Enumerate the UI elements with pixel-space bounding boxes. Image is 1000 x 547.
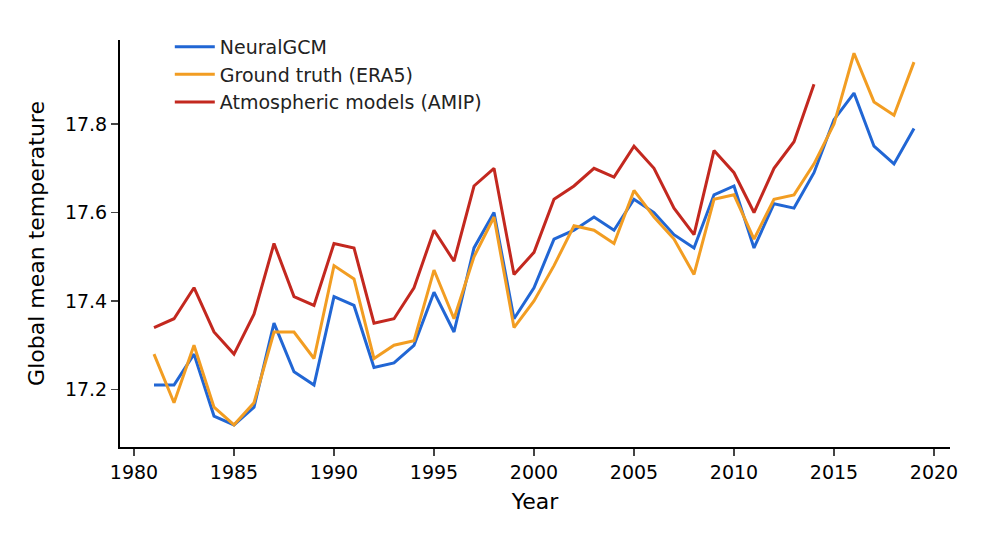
svg-text:2010: 2010 — [710, 461, 758, 483]
svg-text:NeuralGCM: NeuralGCM — [220, 36, 327, 58]
svg-text:2005: 2005 — [610, 461, 658, 483]
svg-text:17.4: 17.4 — [65, 290, 107, 312]
svg-text:2020: 2020 — [910, 461, 958, 483]
svg-text:1995: 1995 — [410, 461, 458, 483]
svg-text:17.8: 17.8 — [65, 113, 107, 135]
svg-text:1980: 1980 — [110, 461, 158, 483]
svg-text:17.2: 17.2 — [65, 378, 107, 400]
svg-text:Atmospheric models (AMIP): Atmospheric models (AMIP) — [220, 91, 482, 113]
svg-text:1985: 1985 — [210, 461, 258, 483]
svg-text:Ground truth (ERA5): Ground truth (ERA5) — [220, 64, 413, 86]
svg-text:2000: 2000 — [510, 461, 558, 483]
svg-text:2015: 2015 — [810, 461, 858, 483]
svg-text:Global mean temperature: Global mean temperature — [24, 101, 49, 386]
svg-text:17.6: 17.6 — [65, 201, 107, 223]
svg-text:Year: Year — [511, 489, 560, 514]
svg-text:1990: 1990 — [310, 461, 358, 483]
